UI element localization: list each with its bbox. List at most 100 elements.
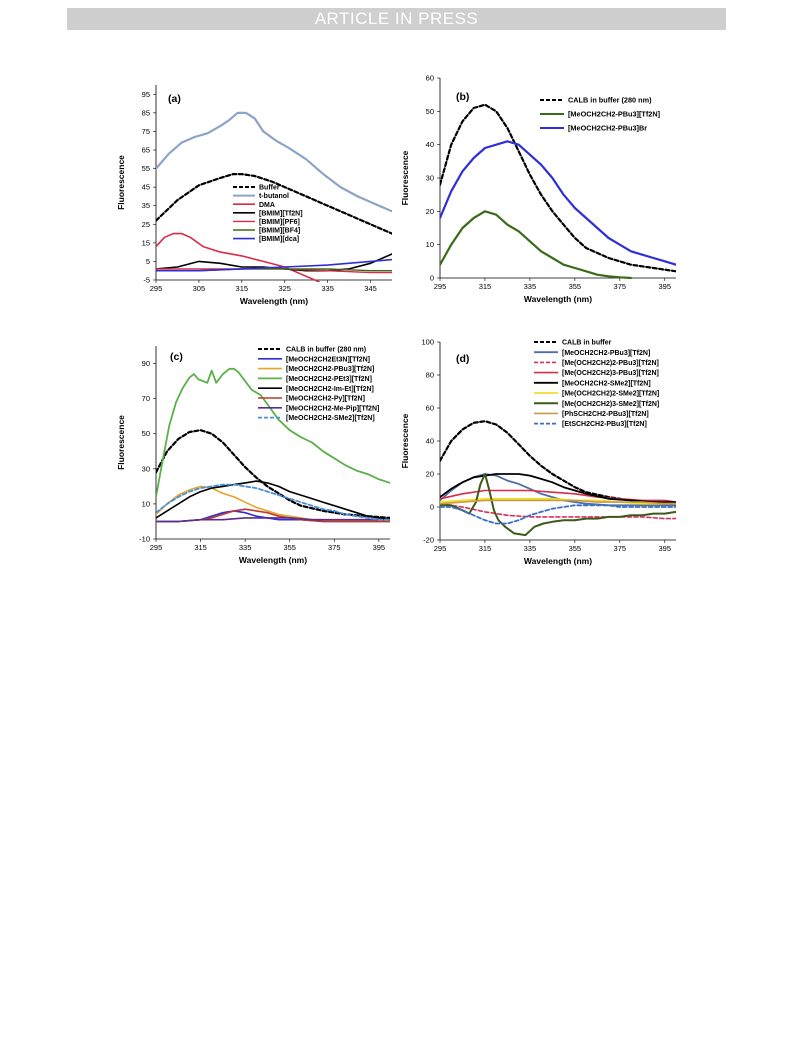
x-tick-label: 325: [278, 284, 291, 293]
y-tick-label: 40: [426, 437, 434, 446]
x-tick-label: 335: [524, 544, 537, 553]
x-tick-label: 315: [236, 284, 249, 293]
legend-label: CALB in buffer (280 nm): [568, 96, 652, 105]
x-tick-label: 335: [239, 543, 252, 552]
series-line-phsch2ch2-pbu3-tf2n: [440, 499, 676, 505]
series-line-meoch2ch2-me-pip-tf2n: [156, 517, 390, 523]
x-tick-label: 395: [373, 543, 386, 552]
x-tick-label: 395: [659, 544, 672, 553]
legend-label: [MeOCH2CH2-PBu3]Br: [568, 124, 647, 133]
legend-label: [MeOCH2CH2-SMe2][Tf2N]: [286, 415, 375, 422]
series-line-calb-in-buffer-280-nm: [156, 429, 390, 519]
y-tick-label: 85: [142, 108, 150, 117]
legend-label: [MeOCH2CH2-SMe2][Tf2N]: [562, 380, 651, 387]
y-tick-label: 20: [426, 470, 434, 479]
y-tick-label: 40: [426, 140, 434, 149]
panel-label: (a): [168, 93, 181, 105]
y-tick-label: 100: [421, 338, 434, 347]
x-tick-label: 375: [328, 543, 341, 552]
legend-label: [MeOCH2CH2-PBu3][Tf2N]: [286, 366, 374, 373]
y-tick-label: 45: [142, 183, 150, 192]
y-tick-label: -10: [139, 535, 150, 544]
plot-area: [440, 420, 676, 537]
legend-label: [EtSCH2CH2-PBu3][Tf2N]: [562, 421, 647, 428]
series-line-etsch2ch2-pbu3-tf2n: [440, 504, 676, 525]
legend-label: [Me(OCH2CH2)2-PBu3][Tf2N]: [562, 360, 659, 367]
panel-label: (c): [170, 351, 183, 363]
series-line-t-butanol: [156, 111, 392, 213]
chart-panel-a: -5 5 15 25 35 45 55 65 75 85 95 295 305 315 325 335 345 W…: [116, 85, 392, 306]
x-tick-label: 375: [614, 282, 627, 291]
x-tick-label: 295: [150, 284, 163, 293]
y-tick-label: 25: [142, 220, 150, 229]
y-axis-label: Fluorescence: [400, 413, 410, 468]
y-tick-label: 35: [142, 201, 150, 210]
y-tick-label: 30: [142, 464, 150, 473]
legend-label: t-butanol: [259, 193, 289, 200]
y-tick-label: 10: [142, 499, 150, 508]
x-tick-label: 295: [150, 543, 163, 552]
x-axis-label: Wavelength (nm): [524, 294, 592, 304]
series-line-me-och2ch2-2-pbu3-tf2n: [440, 502, 676, 520]
y-tick-label: 95: [142, 90, 150, 99]
legend-label: [BMIM][BF4]: [259, 228, 300, 235]
y-tick-label: 55: [142, 164, 150, 173]
series-line-bmim-dca: [156, 258, 392, 272]
y-tick-label: 15: [142, 238, 150, 247]
y-tick-label: 60: [426, 74, 434, 83]
panel-label: (b): [456, 91, 469, 103]
series-line-me-och2ch2-3-sme2-tf2n: [440, 473, 676, 537]
series-line-meoch2ch2-sme2-tf2n: [156, 483, 390, 521]
legend-label: [MeOCH2CH2-PBu3][Tf2N]: [568, 110, 661, 119]
series-line-meoch2ch2-py-tf2n: [156, 508, 390, 523]
legend-label: [BMIM][Tf2N]: [259, 210, 303, 217]
legend-label: [BMIM][PF6]: [259, 219, 300, 226]
legend-label: [MeOCH2CH2-Py][Tf2N]: [286, 396, 365, 403]
chart-panel-b: 0 10 20 30 40 50 60 295 315 335 355 375 395 Wavelengt…: [400, 74, 676, 304]
y-axis-label: Fluorescence: [116, 155, 126, 210]
plot-area: [156, 367, 390, 523]
article-in-press-banner: ARTICLE IN PRESS: [67, 8, 726, 30]
y-tick-label: 75: [142, 127, 150, 136]
legend-label: [Me(OCH2CH2)2-SMe2][Tf2N]: [562, 391, 659, 398]
y-tick-label: 20: [426, 207, 434, 216]
panel-label: (d): [456, 353, 469, 365]
legend-label: [BMIM][dca]: [259, 236, 299, 243]
y-tick-label: 10: [426, 240, 434, 249]
series-line-me-och2ch2-3-pbu3-tf2n: [440, 489, 676, 503]
y-tick-label: 80: [426, 371, 434, 380]
y-tick-label: 65: [142, 146, 150, 155]
legend-label: [MeOCH2CH2-PBu3][Tf2N]: [562, 350, 650, 357]
x-tick-label: 315: [479, 544, 492, 553]
chart-panel-d: -20 0 20 40 60 80 100 295 315 335 355 375 395 Wavelen…: [400, 338, 676, 566]
x-tick-label: 335: [524, 282, 537, 291]
legend-label: [MeOCH2CH2Et3N][Tf2N]: [286, 356, 370, 363]
legend-label: [MeOCH2CH2-Me-Pip][Tf2N]: [286, 405, 379, 412]
legend-label: [PhSCH2CH2-PBu3][Tf2N]: [562, 411, 649, 418]
series-line-buffer: [156, 172, 392, 235]
y-tick-label: 60: [426, 404, 434, 413]
x-axis-label: Wavelength (nm): [524, 556, 592, 566]
legend-label: CALB in buffer: [562, 340, 612, 347]
legend-label: [MeOCH2CH2-Im-Et][Tf2N]: [286, 386, 374, 393]
x-tick-label: 315: [194, 543, 207, 552]
y-tick-label: -5: [143, 276, 150, 285]
y-tick-label: 90: [142, 359, 150, 368]
x-tick-label: 355: [569, 282, 582, 291]
y-tick-label: 0: [430, 274, 434, 283]
x-tick-label: 355: [569, 544, 582, 553]
y-tick-label: 50: [142, 429, 150, 438]
y-tick-label: 70: [142, 394, 150, 403]
x-tick-label: 335: [321, 284, 334, 293]
x-axis-label: Wavelength (nm): [240, 296, 308, 306]
series-line-meoch2ch2-sme2-tf2n: [440, 473, 676, 504]
series-line-meoch2ch2-im-et-tf2n: [156, 480, 390, 521]
series-line-meoch2ch2-pet3-tf2n: [156, 367, 390, 498]
plot-area: [440, 103, 676, 280]
y-axis-label: Fluorescence: [400, 150, 410, 205]
x-tick-label: 305: [193, 284, 206, 293]
plot-area: [156, 111, 392, 282]
x-tick-label: 375: [614, 544, 627, 553]
legend-label: Buffer: [259, 185, 280, 192]
legend-label: DMA: [259, 202, 275, 209]
